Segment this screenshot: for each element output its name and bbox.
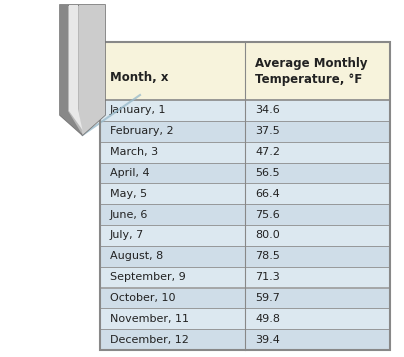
Bar <box>100 204 390 225</box>
Bar <box>100 246 390 267</box>
Text: July, 7: July, 7 <box>110 230 144 240</box>
Text: August, 8: August, 8 <box>110 251 163 261</box>
Bar <box>100 162 390 183</box>
Bar <box>100 100 390 121</box>
Text: Month, x: Month, x <box>110 71 168 85</box>
Text: 78.5: 78.5 <box>255 251 280 261</box>
Polygon shape <box>60 5 82 135</box>
Text: 49.8: 49.8 <box>255 314 280 324</box>
Bar <box>100 183 390 204</box>
Text: September, 9: September, 9 <box>110 272 186 282</box>
Bar <box>100 225 390 246</box>
Text: 66.4: 66.4 <box>255 189 280 199</box>
Polygon shape <box>69 5 82 130</box>
Text: February, 2: February, 2 <box>110 126 174 136</box>
Text: Average Monthly
Temperature, °F: Average Monthly Temperature, °F <box>255 56 368 85</box>
Text: 71.3: 71.3 <box>255 272 280 282</box>
Bar <box>100 42 390 100</box>
Bar <box>100 329 390 350</box>
Text: 80.0: 80.0 <box>255 230 280 240</box>
Text: March, 3: March, 3 <box>110 147 158 157</box>
Text: November, 11: November, 11 <box>110 314 189 324</box>
Text: January, 1: January, 1 <box>110 105 166 115</box>
Bar <box>100 267 390 287</box>
Text: 59.7: 59.7 <box>255 293 280 303</box>
Text: April, 4: April, 4 <box>110 168 149 178</box>
Text: 75.6: 75.6 <box>255 210 280 220</box>
Bar <box>100 287 390 308</box>
Text: 39.4: 39.4 <box>255 335 280 345</box>
Polygon shape <box>60 5 105 135</box>
Text: May, 5: May, 5 <box>110 189 147 199</box>
Text: December, 12: December, 12 <box>110 335 189 345</box>
Bar <box>100 42 390 350</box>
Text: October, 10: October, 10 <box>110 293 175 303</box>
Bar <box>100 121 390 142</box>
Bar <box>100 142 390 162</box>
Polygon shape <box>79 5 105 135</box>
Text: 37.5: 37.5 <box>255 126 280 136</box>
Text: 56.5: 56.5 <box>255 168 280 178</box>
Text: 34.6: 34.6 <box>255 105 280 115</box>
Text: June, 6: June, 6 <box>110 210 148 220</box>
Bar <box>100 308 390 329</box>
Text: 47.2: 47.2 <box>255 147 280 157</box>
